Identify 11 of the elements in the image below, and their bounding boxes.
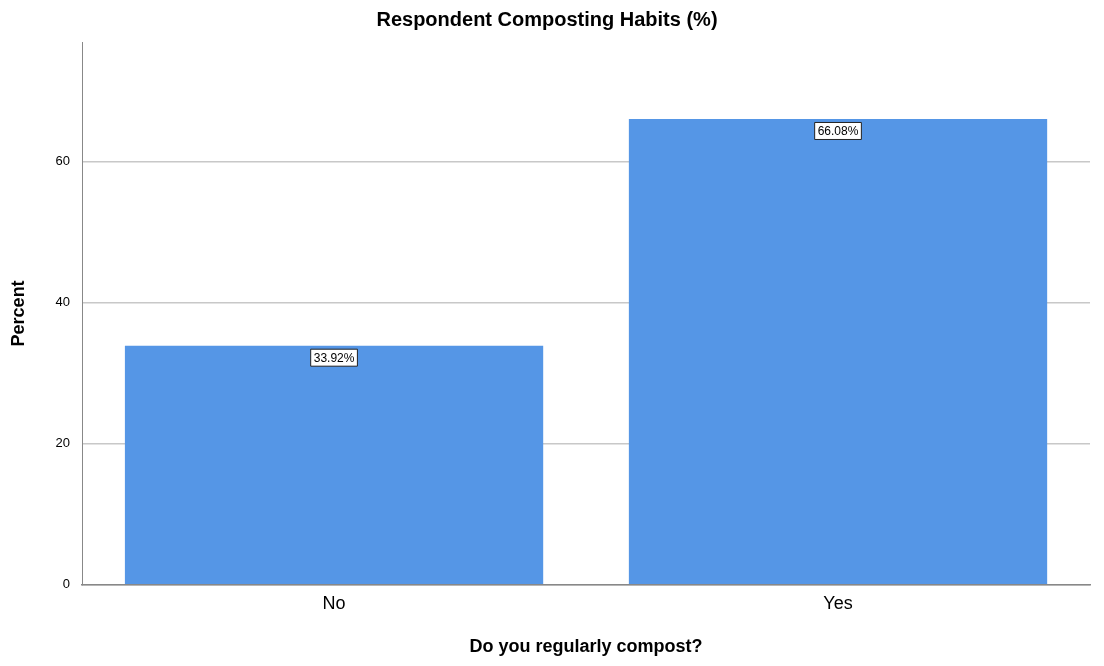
chart-title: Respondent Composting Habits (%) [376,7,718,30]
data-label: 33.92% [313,351,355,365]
x-axis-title: Do you regularly compost? [469,636,703,657]
data-label: 66.08% [817,124,859,139]
y-tick-label: 20 [55,435,71,451]
y-tick-label: 0 [62,576,71,592]
y-tick-label: 60 [55,153,71,169]
y-axis-title: Percent [7,280,28,347]
x-tick-label: No [322,592,346,613]
y-tick-label: 40 [55,294,71,310]
x-tick-label: Yes [823,592,853,613]
